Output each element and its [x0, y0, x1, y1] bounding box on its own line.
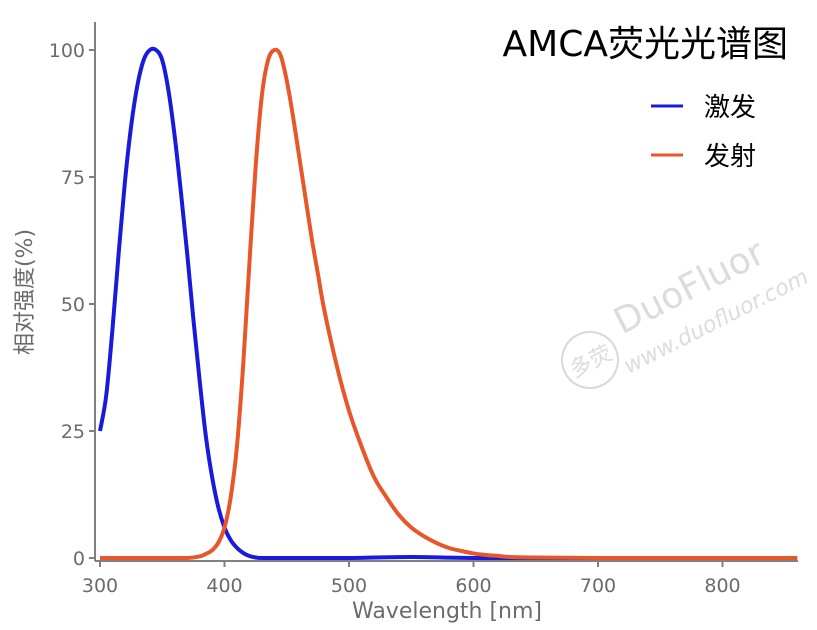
x-tick-label: 800 [704, 575, 740, 597]
y-axis-ticks: 0 25 50 75 100 [49, 40, 95, 570]
y-tick-label: 50 [61, 294, 85, 316]
watermark-logo: 多荧 [561, 331, 619, 389]
legend-label-excitation: 激发 [704, 93, 756, 123]
legend-item-emission: 发射 [651, 142, 756, 172]
y-tick-label: 100 [49, 40, 85, 62]
chart-title: AMCA荧光光谱图 [503, 24, 788, 65]
series-line-emission [100, 47, 798, 561]
x-tick-label: 300 [82, 575, 118, 597]
y-tick-label: 0 [73, 548, 85, 570]
series-layer [98, 46, 798, 561]
x-axis-ticks: 300 400 500 600 700 800 [82, 561, 741, 597]
legend-item-excitation: 激发 [651, 93, 756, 123]
svg-text:多荧: 多荧 [566, 341, 617, 383]
x-tick-label: 600 [455, 575, 491, 597]
x-tick-label: 400 [206, 575, 242, 597]
y-axis-title: 相对强度(%) [13, 229, 38, 355]
legend-label-emission: 发射 [704, 142, 756, 172]
x-axis-title: Wavelength [nm] [352, 599, 542, 624]
watermark: 多荧 DuoFluor www.duofluor.com [561, 232, 813, 389]
x-tick-label: 700 [580, 575, 616, 597]
series-line-excitation [98, 46, 798, 561]
y-tick-label: 75 [61, 167, 85, 189]
y-tick-label: 25 [61, 421, 85, 443]
legend: 激发 发射 [651, 93, 756, 172]
x-tick-label: 500 [331, 575, 367, 597]
